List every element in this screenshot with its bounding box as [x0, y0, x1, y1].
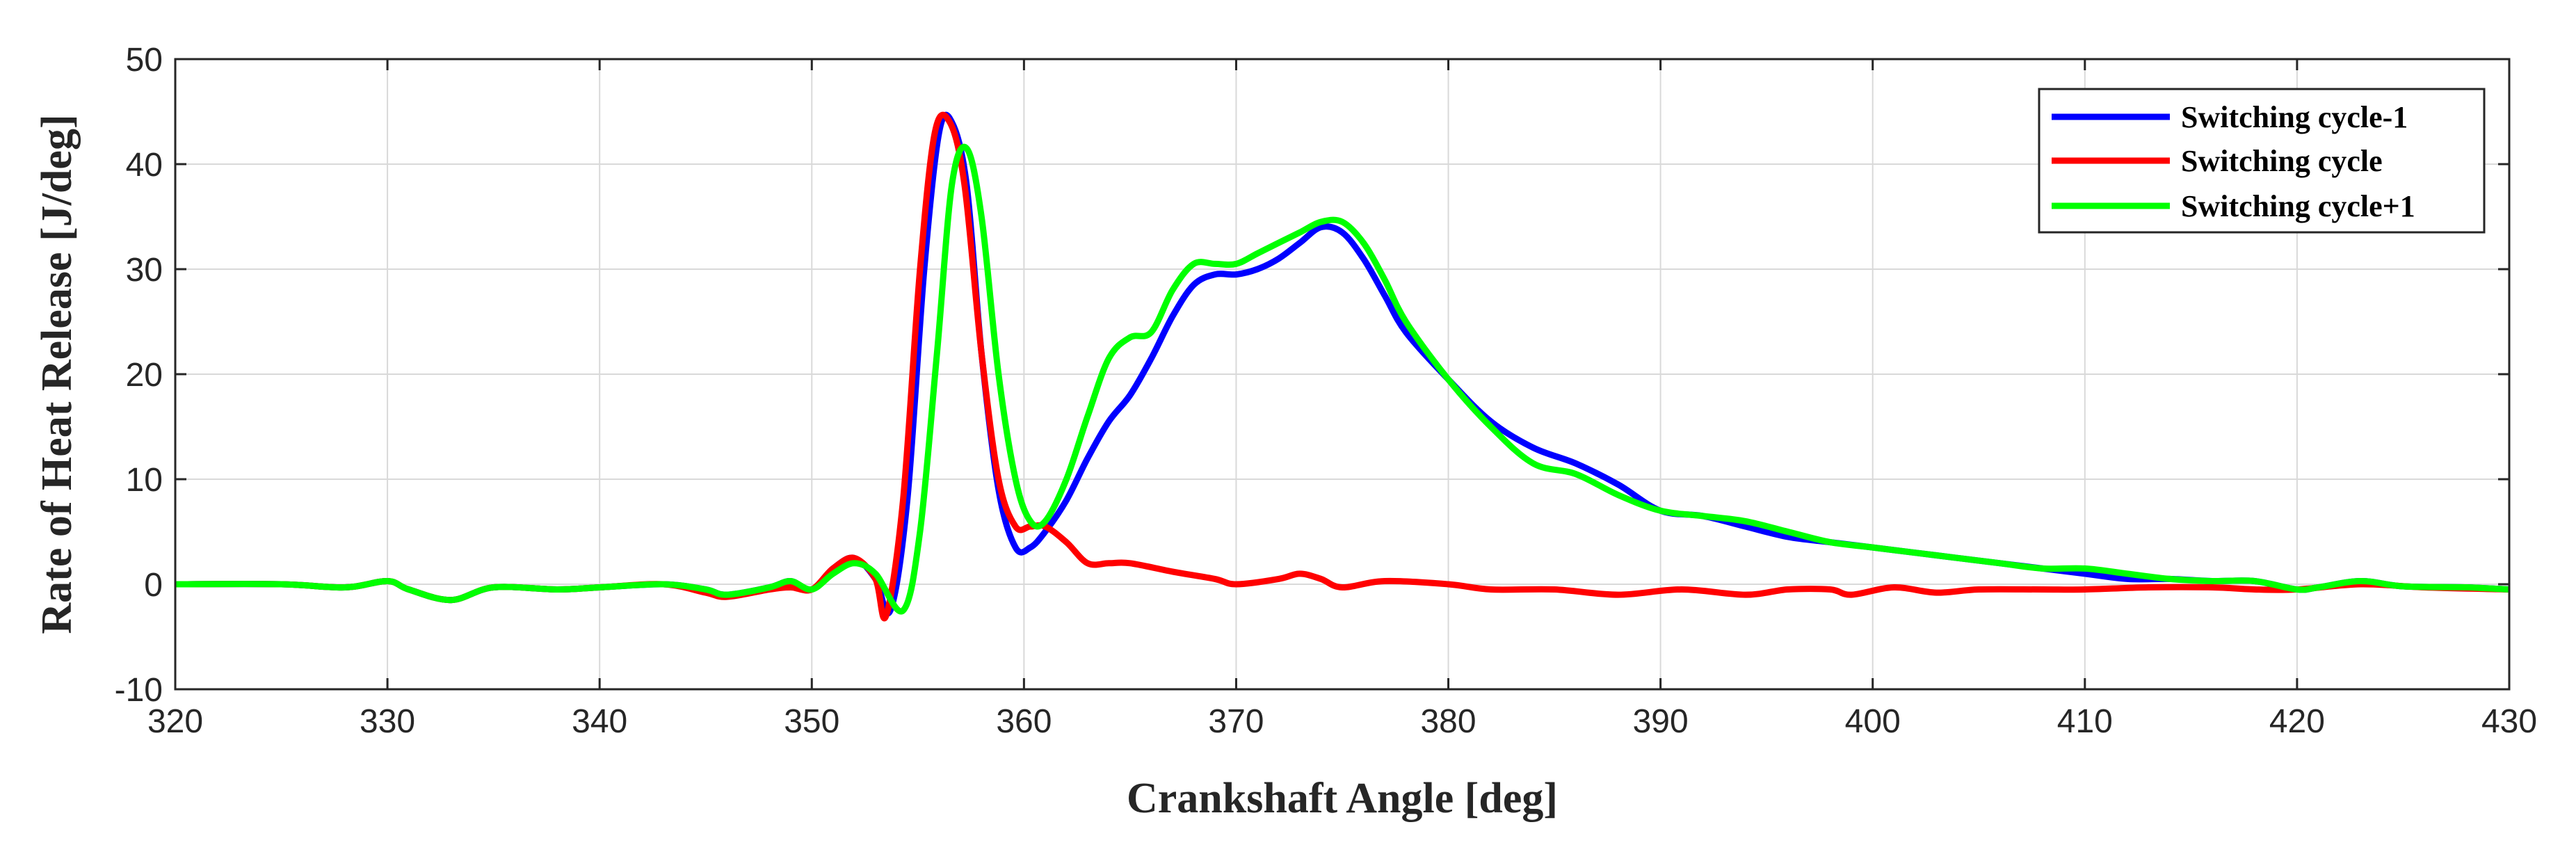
y-tick-labels: -10 0 10 20 30 40 50: [115, 42, 163, 709]
legend-label-switching-cycle-minus-1: Switching cycle-1: [2181, 100, 2408, 134]
x-tick-label: 340: [572, 703, 627, 740]
x-tick-label: 420: [2269, 703, 2325, 740]
legend-label-switching-cycle-plus-1: Switching cycle+1: [2181, 189, 2415, 223]
y-tick-label: 0: [144, 567, 163, 604]
legend: Switching cycle-1 Switching cycle Switch…: [2038, 88, 2486, 234]
x-tick-label: 390: [1633, 703, 1689, 740]
x-tick-labels: 320 330 340 350 360 370 380 390 400 410 420 430: [147, 703, 2537, 740]
x-tick-label: 410: [2057, 703, 2113, 740]
legend-label-switching-cycle: Switching cycle: [2181, 144, 2383, 178]
x-tick-label: 370: [1208, 703, 1264, 740]
x-tick-label: 320: [147, 703, 203, 740]
x-tick-label: 430: [2481, 703, 2537, 740]
x-tick-label: 330: [360, 703, 415, 740]
x-tick-label: 360: [996, 703, 1052, 740]
y-tick-label: 30: [126, 252, 163, 289]
plot-area-frame: [174, 58, 2511, 691]
x-tick-label: 350: [784, 703, 839, 740]
x-tick-label: 380: [1420, 703, 1476, 740]
x-axis-label: Crankshaft Angle [deg]: [1127, 775, 1558, 822]
series-line-switching-cycle-plus-minus-1: [175, 143, 2509, 615]
y-axis-label: Rate of Heat Release [J/deg]: [33, 114, 81, 634]
y-tick-label: 10: [126, 462, 163, 499]
y-tick-label: -10: [115, 672, 163, 709]
y-tick-label: 40: [126, 147, 163, 184]
data-series: [175, 111, 2509, 622]
y-tick-label: 50: [126, 42, 163, 79]
y-tick-label: 20: [126, 357, 163, 394]
x-tick-label: 400: [1845, 703, 1901, 740]
